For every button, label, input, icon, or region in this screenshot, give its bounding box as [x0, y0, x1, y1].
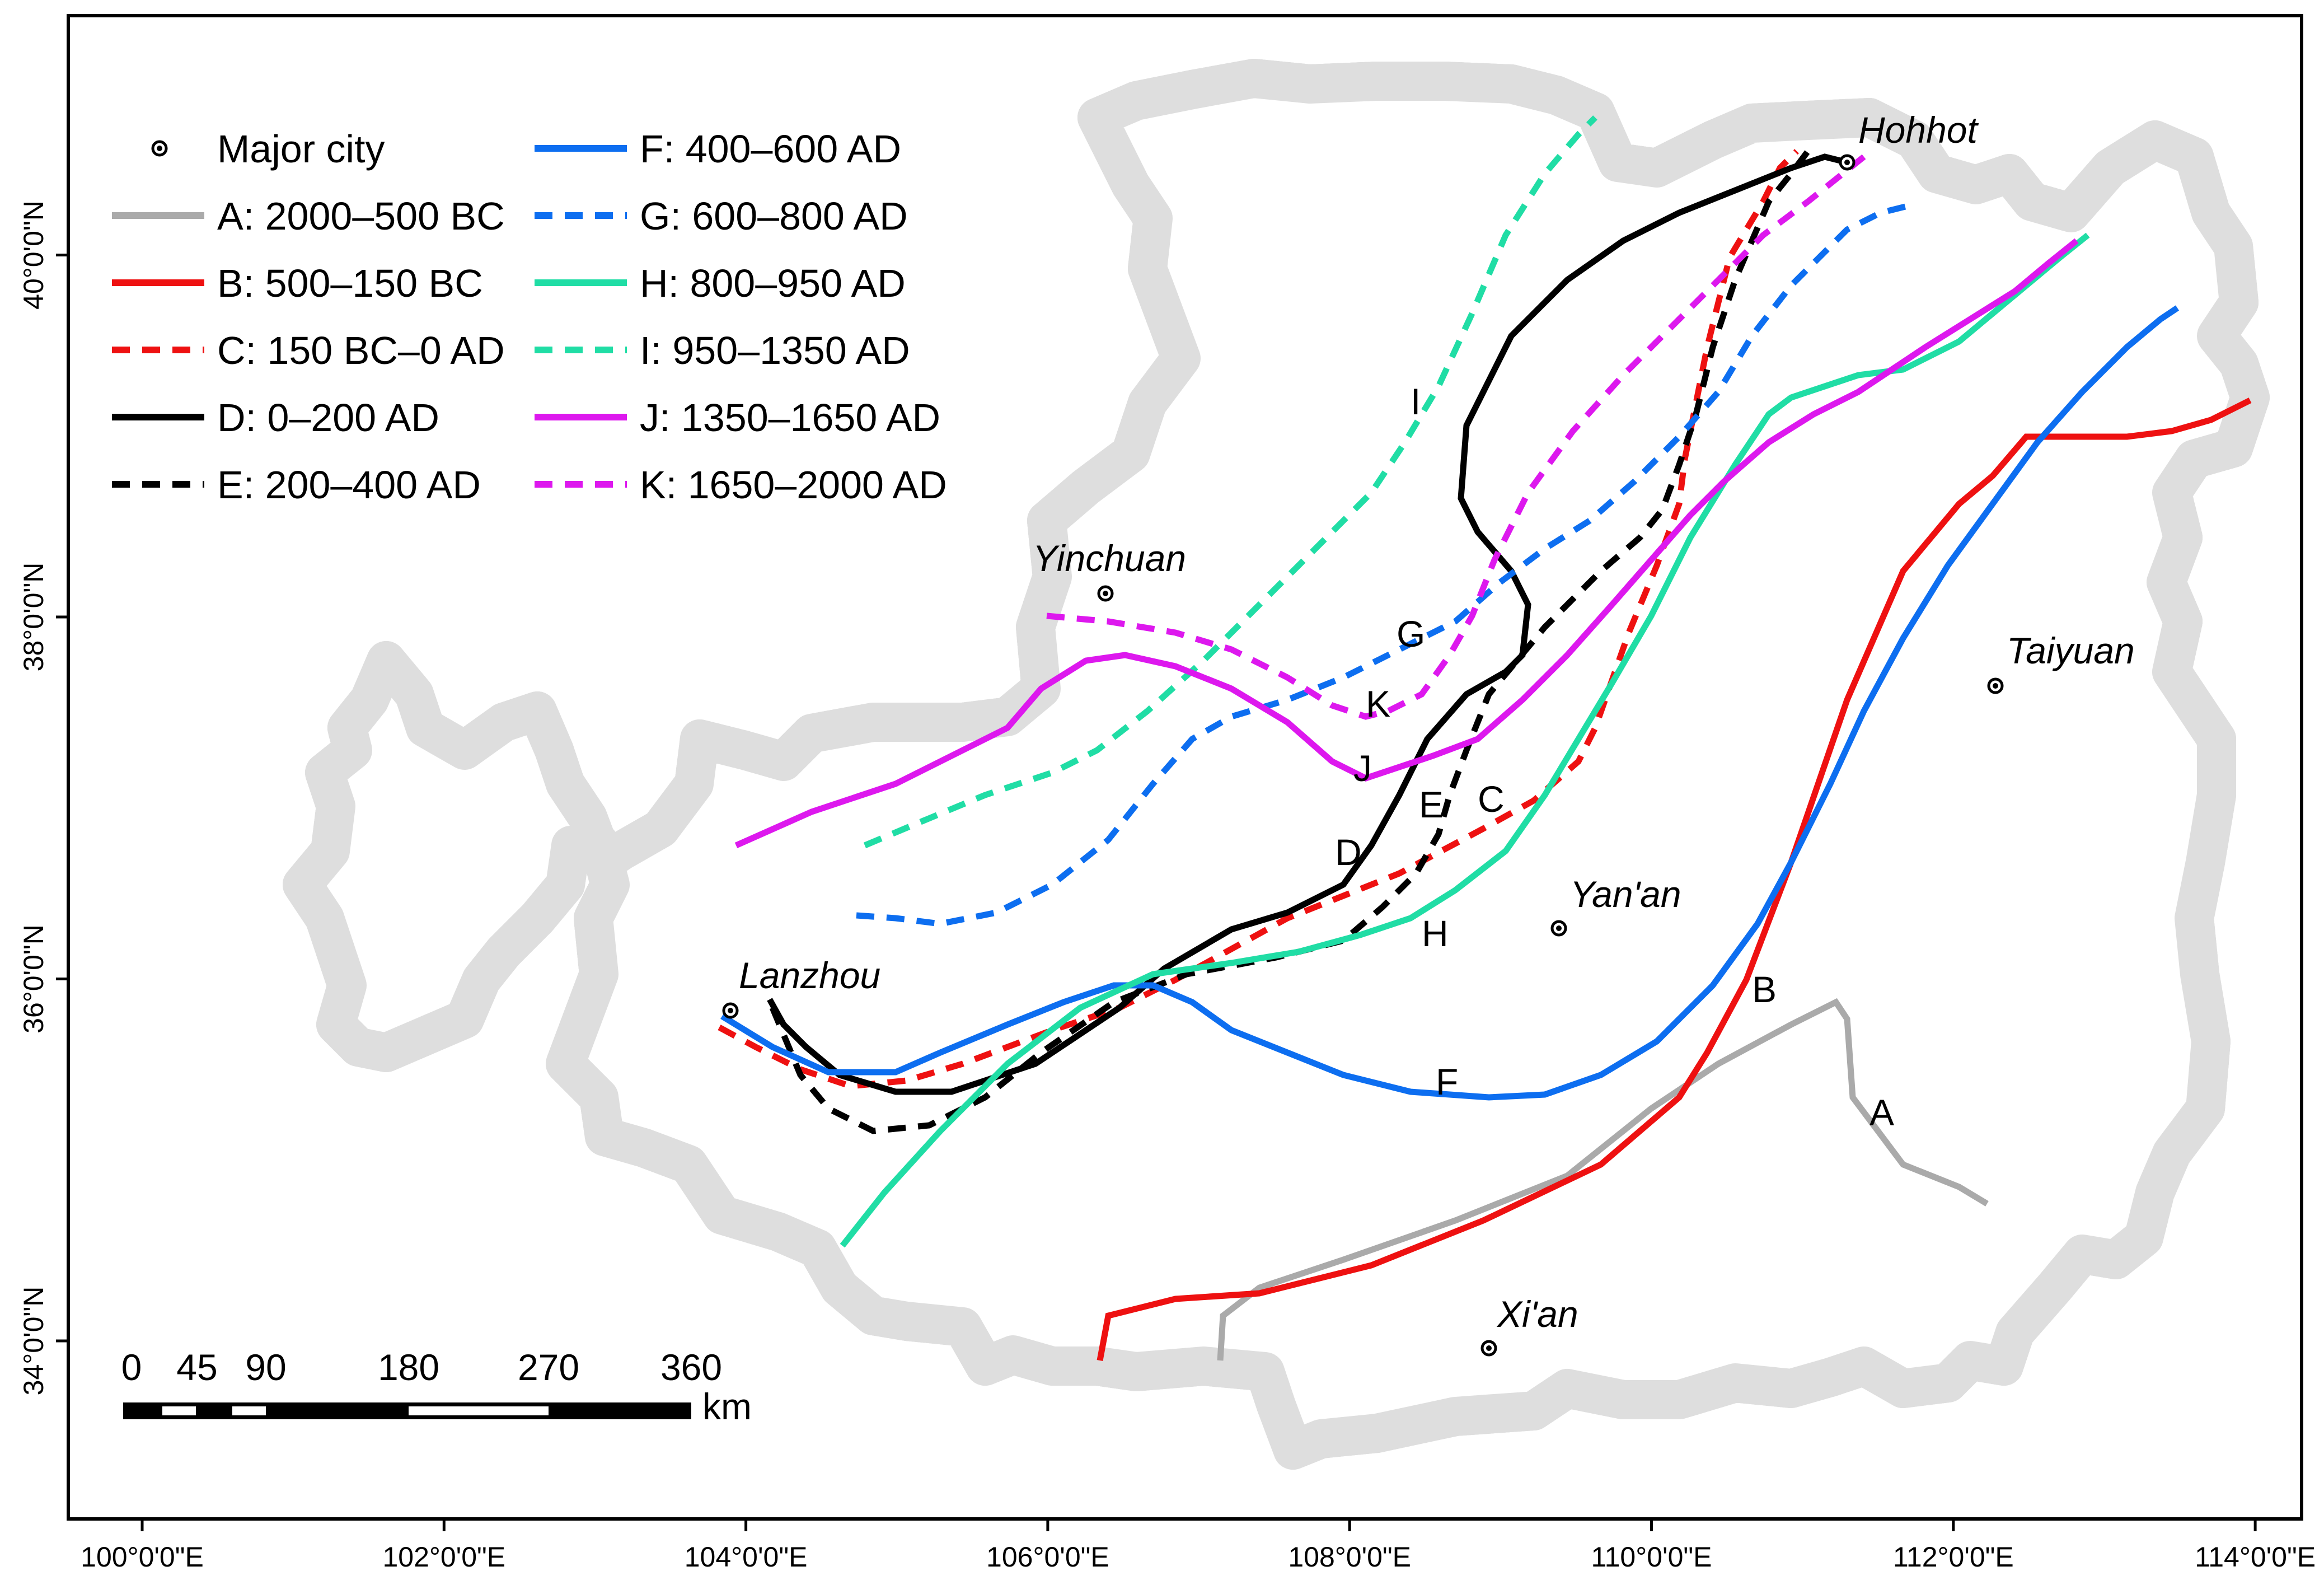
y-tick-label: 34°0'0"N	[18, 1287, 49, 1396]
city-yanan: Yan'an	[1550, 873, 1681, 937]
line-K	[1046, 154, 1866, 720]
legend-label-F: F: 400–600 AD	[640, 127, 901, 171]
city-label-yinchuan: Yinchuan	[1033, 537, 1186, 579]
y-tick-label: 40°0'0"N	[18, 200, 49, 310]
letter-E: E	[1419, 784, 1444, 825]
y-tick-label: 38°0'0"N	[18, 563, 49, 672]
letter-I: I	[1411, 381, 1421, 422]
x-tick-label: 108°0'0"E	[1288, 1541, 1411, 1573]
scale-tick-label: 90	[245, 1346, 286, 1388]
map-frame	[67, 14, 2303, 1521]
city-hohhot: Hohhot	[1839, 109, 1979, 171]
legend-label-C: C: 150 BC–0 AD	[217, 329, 505, 372]
legend: Major city A: 2000–500 BC B: 500–150 BC C:…	[112, 127, 947, 507]
line-J	[734, 238, 2079, 849]
city-yinchuan: Yinchuan	[1033, 537, 1186, 602]
legend-item-B: B: 500–150 BC	[112, 261, 483, 305]
legend-item-J: J: 1350–1650 AD	[535, 396, 940, 440]
scale-bar: 0 45 90 180 270 360 km	[121, 1346, 752, 1427]
legend-label-G: G: 600–800 AD	[640, 194, 908, 238]
letter-K: K	[1366, 683, 1390, 724]
y-tick-label: 36°0'0"N	[18, 924, 49, 1034]
scale-ticks: 0 45 90 180 270 360	[121, 1346, 722, 1388]
legend-item-D: D: 0–200 AD	[112, 396, 439, 440]
line-C	[718, 149, 1799, 1090]
x-tick-label: 104°0'0"E	[685, 1541, 808, 1573]
line-letters: A B C D E F G H I J K	[1335, 381, 1894, 1133]
legend-item-C: C: 150 BC–0 AD	[112, 329, 505, 372]
legend-lines: A: 2000–500 BC B: 500–150 BC C: 150 BC–0 A…	[112, 127, 947, 507]
legend-label-J: J: 1350–1650 AD	[640, 396, 940, 440]
line-H	[840, 232, 2090, 1248]
letter-F: F	[1436, 1061, 1458, 1102]
x-tick-label: 106°0'0"E	[986, 1541, 1109, 1573]
legend-label-E: E: 200–400 AD	[217, 463, 481, 507]
legend-label-D: D: 0–200 AD	[217, 396, 439, 440]
x-tick-label: 102°0'0"E	[382, 1541, 505, 1573]
scale-tick-label: 270	[518, 1346, 579, 1388]
x-axis: 100°0'0"E 102°0'0"E 104°0'0"E 106°0'0"E 108°…	[81, 1519, 2316, 1573]
legend-item-G: G: 600–800 AD	[535, 194, 908, 238]
letter-H: H	[1422, 913, 1449, 954]
letter-G: G	[1397, 613, 1425, 654]
scale-tick-label: 45	[176, 1346, 217, 1388]
legend-item-E: E: 200–400 AD	[112, 463, 481, 507]
line-A	[1217, 998, 1989, 1361]
line-F	[720, 305, 2180, 1101]
scale-unit: km	[702, 1386, 752, 1427]
letter-B: B	[1752, 969, 1777, 1010]
boundary-lines	[718, 115, 2252, 1362]
legend-item-K: K: 1650–2000 AD	[535, 463, 947, 507]
letter-C: C	[1478, 778, 1505, 820]
letter-A: A	[1869, 1092, 1894, 1133]
legend-label-I: I: 950–1350 AD	[640, 329, 910, 372]
city-label-lanzhou: Lanzhou	[739, 955, 880, 996]
letter-J: J	[1353, 747, 1372, 789]
legend-label-K: K: 1650–2000 AD	[640, 463, 947, 507]
line-I	[863, 115, 1597, 849]
legend-label-H: H: 800–950 AD	[640, 261, 906, 305]
x-tick-label: 114°0'0"E	[2195, 1541, 2316, 1573]
scale-tick-label: 360	[660, 1346, 722, 1388]
legend-major-city-label: Major city	[217, 127, 385, 171]
y-axis: 34°0'0"N 36°0'0"N 38°0'0"N 40°0'0"N	[18, 200, 68, 1395]
legend-item-F: F: 400–600 AD	[535, 127, 901, 171]
line-D	[767, 153, 1848, 1095]
city-label-xian: Xi'an	[1496, 1293, 1578, 1335]
city-xian: Xi'an	[1480, 1293, 1578, 1357]
scale-tick-label: 180	[378, 1346, 439, 1388]
letter-D: D	[1335, 831, 1362, 873]
x-tick-label: 100°0'0"E	[81, 1541, 204, 1573]
city-taiyuan: Taiyuan	[1987, 630, 2135, 694]
legend-item-A: A: 2000–500 BC	[112, 194, 505, 238]
legend-item-H: H: 800–950 AD	[535, 261, 906, 305]
x-tick-label: 112°0'0"E	[1893, 1541, 2014, 1573]
legend-major-city: Major city	[151, 127, 385, 171]
city-label-hohhot: Hohhot	[1858, 109, 1979, 151]
line-G	[856, 201, 1915, 927]
legend-label-A: A: 2000–500 BC	[217, 194, 505, 238]
city-lanzhou: Lanzhou	[722, 955, 880, 1019]
cities: Hohhot Yinchuan Taiyuan Yan'an Lanzhou X…	[722, 109, 2135, 1357]
x-tick-label: 110°0'0"E	[1591, 1541, 1712, 1573]
city-label-taiyuan: Taiyuan	[2007, 630, 2135, 671]
scale-tick-label: 0	[121, 1346, 142, 1388]
legend-label-B: B: 500–150 BC	[217, 261, 483, 305]
city-label-yanan: Yan'an	[1570, 873, 1681, 915]
legend-item-I: I: 950–1350 AD	[535, 329, 910, 372]
